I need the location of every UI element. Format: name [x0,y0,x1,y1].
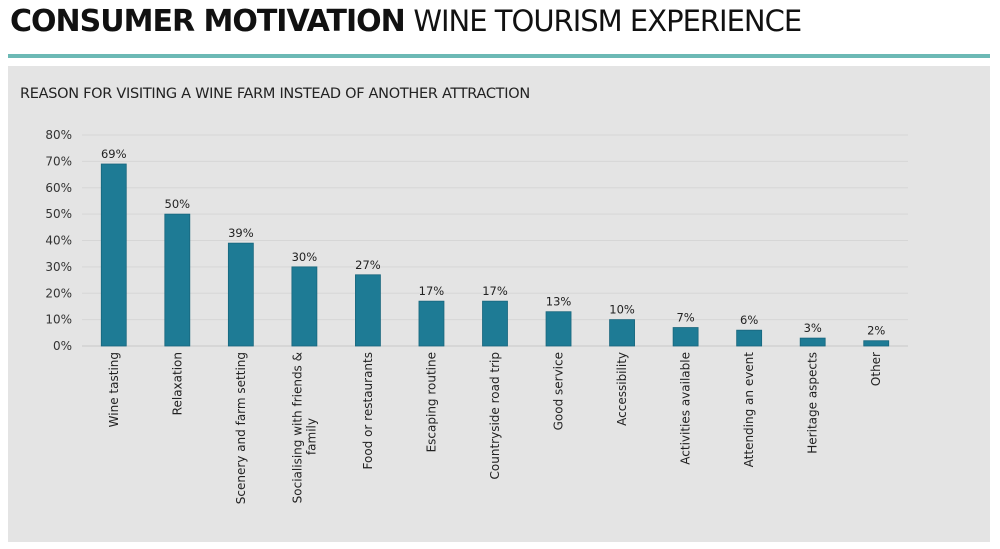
bar [227,242,254,347]
data-label: 2% [867,324,885,338]
category-label: Other [869,352,883,386]
y-tick-label: 60% [45,181,72,195]
data-label: 17% [482,284,508,298]
data-label: 13% [546,295,572,309]
data-label: 27% [355,258,381,272]
y-tick-label: 40% [45,234,72,248]
y-tick-label: 80% [45,128,72,142]
category-label: Good service [552,352,566,430]
data-label: 6% [740,313,758,327]
bar [482,300,508,347]
bar [100,163,127,347]
y-tick-label: 70% [45,154,72,168]
y-tick-label: 50% [45,207,72,221]
data-label: 69% [101,147,127,161]
title-divider [8,54,990,58]
category-label: Escaping routine [424,352,438,452]
bar [164,213,191,347]
bar [545,311,572,347]
data-label: 17% [419,284,445,298]
category-label: Heritage aspects [806,352,820,454]
bar [355,274,381,347]
data-label: 50% [165,197,191,211]
category-label: Socialising with friends &family [290,352,318,503]
bar [799,337,826,347]
data-label: 3% [804,321,822,335]
title-light: WINE TOURISM EXPERIENCE [413,4,802,38]
category-label: Relaxation [170,352,184,415]
category-label: Food or restaurants [361,352,375,470]
bar [418,300,445,347]
bar [609,319,635,347]
bar [863,340,890,347]
category-label: Attending an event [742,352,756,468]
data-label: 10% [609,303,635,317]
title-bold: CONSUMER MOTIVATION [10,4,406,39]
category-label: Activities available [679,352,693,465]
category-label: Scenery and farm setting [234,352,248,504]
bar [736,329,763,347]
chart-title: REASON FOR VISITING A WINE FARM INSTEAD … [20,86,530,102]
y-tick-label: 0% [53,339,72,353]
category-label: Countryside road trip [488,352,502,479]
y-tick-label: 20% [45,286,72,300]
y-tick-label: 10% [45,313,72,327]
data-label: 30% [292,250,318,264]
data-label: 39% [228,226,254,240]
y-tick-label: 30% [45,260,72,274]
bar [672,327,699,347]
bar [291,266,318,347]
data-label: 7% [676,311,694,325]
category-label: Accessibility [615,352,629,426]
page-title: CONSUMER MOTIVATION WINE TOURISM EXPERIE… [10,4,802,39]
category-label: Wine tasting [107,352,121,427]
